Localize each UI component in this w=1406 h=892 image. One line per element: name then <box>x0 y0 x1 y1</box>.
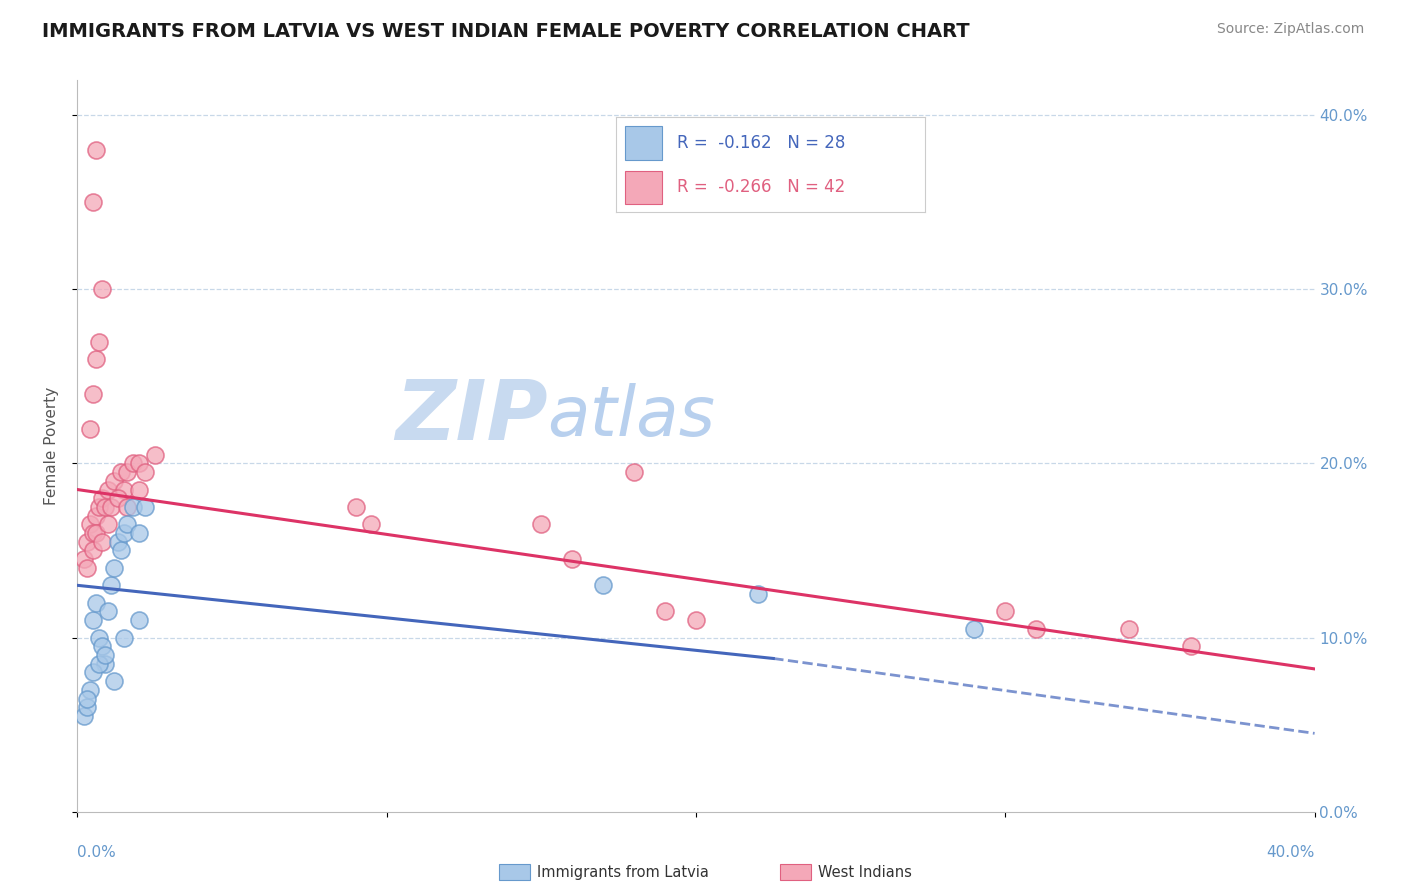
Point <box>94 500 117 514</box>
Point <box>79 682 101 697</box>
Point <box>100 500 122 514</box>
Point <box>87 631 110 645</box>
Point <box>134 500 156 514</box>
Point <box>143 448 166 462</box>
Point <box>1025 622 1047 636</box>
Point <box>87 657 110 671</box>
Point <box>107 491 129 506</box>
Point <box>654 604 676 618</box>
Point <box>561 552 583 566</box>
Point <box>103 674 125 689</box>
Point <box>79 517 101 532</box>
Point <box>94 648 117 662</box>
Point <box>91 282 114 296</box>
Text: 0.0%: 0.0% <box>77 845 117 860</box>
Text: atlas: atlas <box>547 384 716 450</box>
Point <box>82 543 104 558</box>
Point <box>128 457 150 471</box>
Point <box>1118 622 1140 636</box>
Point <box>128 483 150 497</box>
Point <box>963 622 986 636</box>
Point <box>82 526 104 541</box>
Point <box>94 657 117 671</box>
Point <box>685 613 707 627</box>
Point <box>128 526 150 541</box>
Point <box>344 500 367 514</box>
Point <box>115 465 138 479</box>
Point <box>82 195 104 210</box>
Point <box>84 508 107 523</box>
Point <box>91 534 114 549</box>
Point <box>100 578 122 592</box>
Point <box>82 613 104 627</box>
Point <box>112 631 135 645</box>
Point <box>128 613 150 627</box>
Text: Source: ZipAtlas.com: Source: ZipAtlas.com <box>1216 22 1364 37</box>
Point <box>122 500 145 514</box>
Point <box>115 500 138 514</box>
Point <box>103 561 125 575</box>
Point <box>91 491 114 506</box>
Point <box>76 691 98 706</box>
Point <box>82 386 104 401</box>
Point <box>122 457 145 471</box>
Point <box>91 640 114 654</box>
Y-axis label: Female Poverty: Female Poverty <box>44 387 59 505</box>
Point <box>103 474 125 488</box>
Point <box>82 665 104 680</box>
Point <box>360 517 382 532</box>
Text: 40.0%: 40.0% <box>1267 845 1315 860</box>
Point <box>530 517 553 532</box>
Point <box>87 500 110 514</box>
Point <box>84 526 107 541</box>
Point <box>84 143 107 157</box>
Point <box>110 465 132 479</box>
Point <box>97 483 120 497</box>
Text: ZIP: ZIP <box>395 376 547 458</box>
Point <box>76 700 98 714</box>
Point <box>84 596 107 610</box>
Text: Immigrants from Latvia: Immigrants from Latvia <box>537 865 709 880</box>
Point <box>87 334 110 349</box>
Point <box>112 483 135 497</box>
Point <box>747 587 769 601</box>
Text: IMMIGRANTS FROM LATVIA VS WEST INDIAN FEMALE POVERTY CORRELATION CHART: IMMIGRANTS FROM LATVIA VS WEST INDIAN FE… <box>42 22 970 41</box>
Point <box>97 517 120 532</box>
Point <box>1180 640 1202 654</box>
Point <box>110 543 132 558</box>
Point <box>115 517 138 532</box>
Point <box>994 604 1017 618</box>
Point <box>107 534 129 549</box>
Point <box>112 526 135 541</box>
Point <box>97 604 120 618</box>
Point <box>72 552 94 566</box>
Point <box>623 465 645 479</box>
Text: West Indians: West Indians <box>818 865 912 880</box>
Point <box>134 465 156 479</box>
Point <box>72 709 94 723</box>
Point <box>79 421 101 435</box>
Point <box>76 561 98 575</box>
Point <box>592 578 614 592</box>
Point <box>76 534 98 549</box>
Point <box>84 351 107 366</box>
